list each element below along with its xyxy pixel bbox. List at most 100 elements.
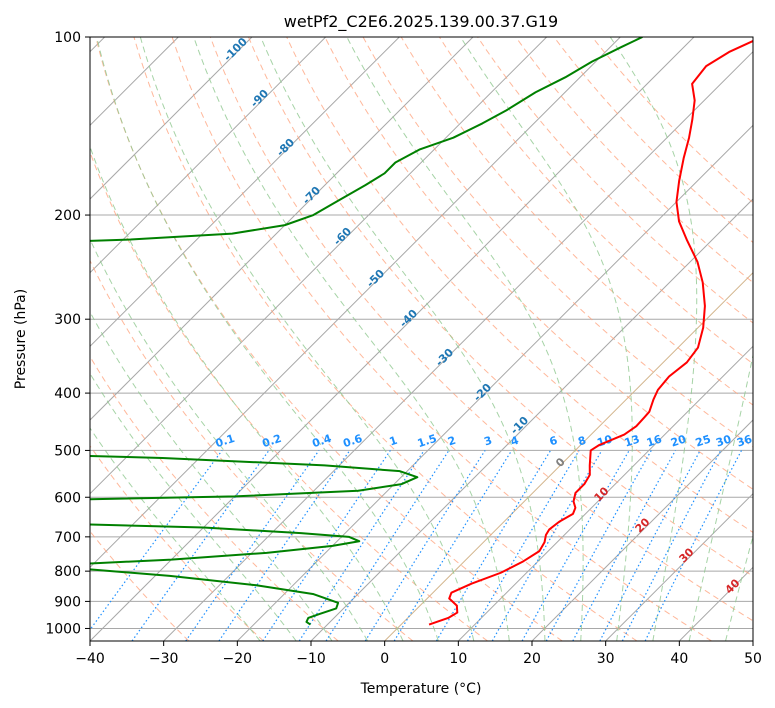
isotherm-line: [605, 492, 753, 641]
moist-adiabat-line: [346, 37, 584, 641]
mixing-ratio-label: 20: [669, 432, 688, 449]
mixing-ratio-line: [218, 450, 351, 641]
y-tick-label: 700: [54, 530, 81, 546]
dry-adiabat-label: -40: [397, 307, 420, 330]
y-tick-label: 600: [54, 490, 81, 506]
dry-adiabat-line: [133, 37, 638, 641]
isotherm-line: [236, 124, 753, 641]
mixing-ratio-label: 0.6: [341, 432, 364, 450]
isotherm-line: [310, 198, 753, 641]
isotherm-line: [90, 37, 695, 641]
x-tick-label: 10: [449, 651, 467, 667]
moist-adiabat-label: 30: [677, 545, 697, 565]
y-tick-label: 100: [54, 30, 81, 46]
x-tick-label: −40: [75, 651, 105, 667]
dry-adiabat-line: [171, 37, 712, 641]
mixing-ratio-label: 4: [509, 434, 521, 449]
dry-adiabat-line: [553, 37, 753, 244]
mixing-ratio-line: [185, 450, 320, 641]
x-tick-label: −10: [296, 651, 326, 667]
moist-adiabat-line: [139, 37, 475, 641]
mixing-ratio-line: [521, 450, 630, 641]
moist-adiabat-line: [96, 37, 439, 641]
dry-adiabat-line: [515, 37, 753, 284]
y-tick-label: 200: [54, 208, 81, 224]
mixing-ratio-line: [572, 450, 677, 641]
isotherm-line: [384, 271, 753, 641]
y-tick-label: 400: [54, 386, 81, 402]
mixing-ratio-label: 30: [714, 432, 733, 449]
moist-adiabat-line: [460, 37, 633, 641]
mixing-ratio-label: 13: [623, 433, 642, 450]
mixing-ratio-label: 0.2: [261, 432, 284, 450]
axes: −40 −30 −20 −10 0 10 20 30 40 5010020030040050060…: [45, 30, 762, 667]
isotherm-line: [90, 37, 548, 495]
moist-adiabat-line: [609, 37, 698, 641]
mixing-ratio-line: [131, 450, 270, 641]
moist-adiabat-label: 20: [633, 515, 653, 535]
moist-adiabat-line: [90, 372, 297, 641]
dry-adiabat-line: [209, 37, 753, 622]
mixing-ratio-label: 2: [446, 434, 457, 449]
moist-adiabat-label: 0: [553, 455, 568, 470]
dry-adiabat-label: -60: [331, 225, 354, 248]
mixing-ratio-label: 8: [576, 434, 587, 449]
moist-adiabat-line: [688, 352, 753, 641]
dry-adiabat-line: [90, 259, 414, 641]
y-tick-label: 800: [54, 564, 81, 580]
chart-title: wetPf2_C2E6.2025.139.00.37.G19: [284, 12, 558, 32]
dry-adiabat-label: -70: [300, 184, 323, 207]
moist-adiabat-line: [90, 310, 333, 641]
moist-adiabat-line: [193, 37, 510, 641]
mixing-ratio-label: 1.5: [416, 432, 439, 450]
y-tick-label: 1000: [45, 621, 81, 637]
y-tick-label: 900: [54, 594, 81, 610]
dry-adiabat-label: -100: [221, 35, 250, 64]
mixing-ratio-line: [545, 450, 652, 641]
isotherm-line: [90, 37, 621, 569]
isotherm-line: [163, 50, 753, 641]
dry-adiabat-line: [324, 37, 753, 490]
isotherm-line: [90, 37, 253, 200]
isotherm-line: [752, 640, 753, 641]
dry-adiabat-label: -90: [248, 87, 271, 110]
x-axis-label: Temperature (°C): [360, 681, 482, 697]
isotherm-line: [90, 37, 474, 421]
mixing-ratio-label: 1: [388, 434, 399, 449]
x-tick-label: 40: [670, 651, 688, 667]
mixing-ratio-label: 3: [482, 434, 493, 449]
moist-adiabat-line: [725, 534, 753, 641]
y-tick-label: 500: [54, 443, 81, 459]
isotherm-line: [90, 37, 327, 274]
mixing-ratio-label: 36: [735, 432, 754, 449]
plot-area: 0.1 0.2 0.4 0.6 1 1.5 2 3 4 6 8 10 13 16 20 25 30 36-100-…: [90, 35, 754, 641]
mixing-ratio-line: [435, 450, 552, 641]
isotherm-line: [531, 419, 753, 641]
x-tick-label: −20: [223, 651, 253, 667]
mixing-ratio-line: [90, 450, 223, 631]
dry-adiabat-label: -80: [274, 136, 297, 159]
mixing-ratio-line: [364, 450, 486, 641]
dewpoint-profile-line: [90, 454, 419, 626]
dry-adiabat-line: [90, 355, 339, 641]
mixing-ratio-line: [644, 450, 743, 641]
moist-adiabat-line: [90, 145, 404, 641]
mixing-ratio-line: [262, 450, 391, 641]
mixing-ratio-label: 25: [694, 433, 713, 450]
moist-adiabat-label: 40: [723, 576, 743, 596]
moist-adiabat-line: [90, 238, 369, 641]
moist-adiabat-label: 10: [592, 484, 612, 504]
isotherm-line: [457, 345, 753, 641]
dry-adiabat-line: [248, 37, 753, 577]
mixing-ratio-label: 10: [595, 432, 614, 449]
x-tick-label: 20: [523, 651, 541, 667]
mixing-ratio-line: [298, 450, 425, 641]
mixing-ratio-label: 16: [645, 432, 664, 449]
dry-adiabat-label: -50: [364, 267, 387, 290]
y-axis-label: Pressure (hPa): [13, 289, 29, 389]
mixing-ratio-line: [325, 450, 450, 641]
mixing-ratio-line: [393, 450, 513, 641]
dry-adiabat-line: [286, 37, 753, 533]
dry-adiabat-line: [90, 444, 264, 641]
mixing-ratio-label: 0.1: [214, 432, 237, 450]
